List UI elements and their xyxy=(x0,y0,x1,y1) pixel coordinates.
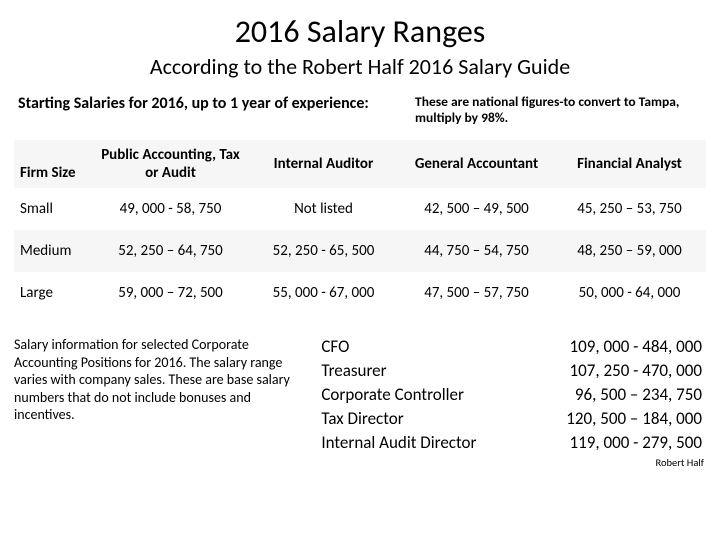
cell: 42, 500 – 49, 500 xyxy=(400,188,553,230)
position-name: Treasurer xyxy=(317,358,524,382)
position-range: 119, 000 - 279, 500 xyxy=(524,430,706,454)
position-name: CFO xyxy=(317,334,524,358)
footer-source: Robert Half xyxy=(0,456,720,469)
table-row: Internal Audit Director 119, 000 - 279, … xyxy=(317,430,706,454)
col-internal-auditor: Internal Auditor xyxy=(247,140,400,188)
cell: 52, 250 - 65, 500 xyxy=(247,230,400,272)
table-row: Tax Director 120, 500 – 184, 000 xyxy=(317,406,706,430)
table-row: Treasurer 107, 250 - 470, 000 xyxy=(317,358,706,382)
col-financial-analyst: Financial Analyst xyxy=(553,140,706,188)
bottom-row: Salary information for selected Corporat… xyxy=(0,334,720,454)
cell: 52, 250 – 64, 750 xyxy=(94,230,247,272)
cell: 49, 000 - 58, 750 xyxy=(94,188,247,230)
cell: 48, 250 – 59, 000 xyxy=(553,230,706,272)
table-row: CFO 109, 000 - 484, 000 xyxy=(317,334,706,358)
position-range: 120, 500 – 184, 000 xyxy=(524,406,706,430)
table-row: Large 59, 000 – 72, 500 55, 000 - 67, 00… xyxy=(14,272,706,314)
intro-left-text: Starting Salaries for 2016, up to 1 year… xyxy=(18,94,391,113)
position-name: Internal Audit Director xyxy=(317,430,524,454)
col-firm-size: Firm Size xyxy=(14,140,94,188)
corporate-positions-table: CFO 109, 000 - 484, 000 Treasurer 107, 2… xyxy=(317,334,706,454)
position-name: Corporate Controller xyxy=(317,382,524,406)
page-subtitle: According to the Robert Half 2016 Salary… xyxy=(0,53,720,80)
cell: Small xyxy=(14,188,94,230)
cell: 45, 250 – 53, 750 xyxy=(553,188,706,230)
table-row: Medium 52, 250 – 64, 750 52, 250 - 65, 5… xyxy=(14,230,706,272)
position-range: 107, 250 - 470, 000 xyxy=(524,358,706,382)
intro-right-text: These are national figures-to convert to… xyxy=(415,94,702,126)
col-general-accountant: General Accountant xyxy=(400,140,553,188)
cell: 47, 500 – 57, 750 xyxy=(400,272,553,314)
position-name: Tax Director xyxy=(317,406,524,430)
position-range: 109, 000 - 484, 000 xyxy=(524,334,706,358)
bottom-description: Salary information for selected Corporat… xyxy=(14,334,309,454)
corporate-positions-table-wrap: CFO 109, 000 - 484, 000 Treasurer 107, 2… xyxy=(317,334,706,454)
cell: 55, 000 - 67, 000 xyxy=(247,272,400,314)
cell: 59, 000 – 72, 500 xyxy=(94,272,247,314)
cell: 50, 000 - 64, 000 xyxy=(553,272,706,314)
col-public-accounting: Public Accounting, Tax or Audit xyxy=(94,140,247,188)
cell: Large xyxy=(14,272,94,314)
table-row: Corporate Controller 96, 500 – 234, 750 xyxy=(317,382,706,406)
intro-row: Starting Salaries for 2016, up to 1 year… xyxy=(0,94,720,126)
cell: Medium xyxy=(14,230,94,272)
salary-table: Firm Size Public Accounting, Tax or Audi… xyxy=(14,140,706,314)
table-row: Small 49, 000 - 58, 750 Not listed 42, 5… xyxy=(14,188,706,230)
cell: 44, 750 – 54, 750 xyxy=(400,230,553,272)
position-range: 96, 500 – 234, 750 xyxy=(524,382,706,406)
table-header-row: Firm Size Public Accounting, Tax or Audi… xyxy=(14,140,706,188)
page-title: 2016 Salary Ranges xyxy=(0,12,720,51)
cell: Not listed xyxy=(247,188,400,230)
